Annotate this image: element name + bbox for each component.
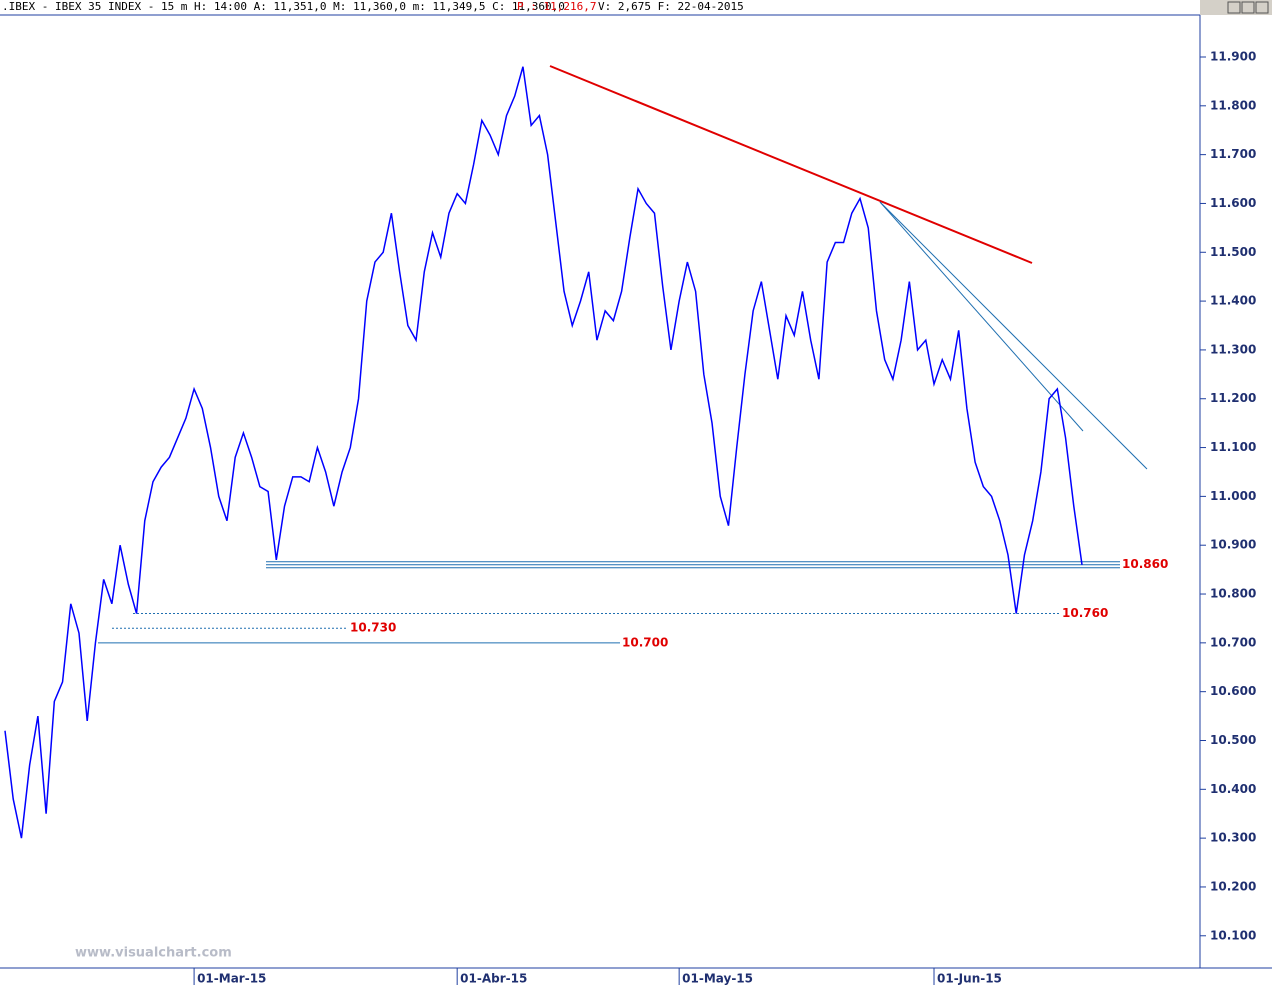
header-text-red: P : 11,216,7 xyxy=(517,0,596,13)
level-label: 10.730 xyxy=(350,621,396,635)
level-label: 10.700 xyxy=(622,635,668,649)
y-tick-label: 11.100 xyxy=(1210,440,1256,454)
maximize-button[interactable] xyxy=(1241,1,1255,14)
y-tick-label: 11.500 xyxy=(1210,245,1256,259)
y-tick-label: 11.900 xyxy=(1210,49,1256,63)
trend-line xyxy=(549,65,1033,264)
y-tick-label: 11.700 xyxy=(1210,147,1256,161)
y-tick-label: 10.300 xyxy=(1210,831,1256,845)
price-line xyxy=(4,66,1083,839)
y-tick-label: 10.900 xyxy=(1210,538,1256,552)
y-tick-label: 10.800 xyxy=(1210,587,1256,601)
level-label: 10.760 xyxy=(1062,606,1108,620)
header-text-right: V: 2,675 F: 22-04-2015 xyxy=(598,0,744,13)
y-tick-label: 10.600 xyxy=(1210,684,1256,698)
x-tick-label: 01-Mar-15 xyxy=(197,972,266,986)
y-tick-label: 11.400 xyxy=(1210,294,1256,308)
y-tick-label: 11.000 xyxy=(1210,489,1256,503)
trend-line xyxy=(879,201,1148,470)
header-text: .IBEX - IBEX 35 INDEX - 15 m H: 14:00 A:… xyxy=(2,0,565,13)
y-tick-label: 10.200 xyxy=(1210,879,1256,893)
level-label: 10.860 xyxy=(1122,557,1168,571)
watermark: www.visualchart.com xyxy=(75,946,232,961)
y-tick-label: 11.300 xyxy=(1210,342,1256,356)
minimize-button[interactable] xyxy=(1227,1,1241,14)
y-tick-label: 11.200 xyxy=(1210,391,1256,405)
close-button[interactable] xyxy=(1255,1,1269,14)
y-tick-label: 10.500 xyxy=(1210,733,1256,747)
trend-line xyxy=(879,201,1084,432)
x-tick-label: 01-Jun-15 xyxy=(937,972,1002,986)
y-tick-label: 10.400 xyxy=(1210,782,1256,796)
x-tick-label: 01-Abr-15 xyxy=(460,972,527,986)
y-tick-label: 10.700 xyxy=(1210,635,1256,649)
x-tick-label: 01-May-15 xyxy=(682,972,753,986)
y-tick-label: 11.600 xyxy=(1210,196,1256,210)
y-tick-label: 11.800 xyxy=(1210,98,1256,112)
y-tick-label: 10.100 xyxy=(1210,928,1256,942)
